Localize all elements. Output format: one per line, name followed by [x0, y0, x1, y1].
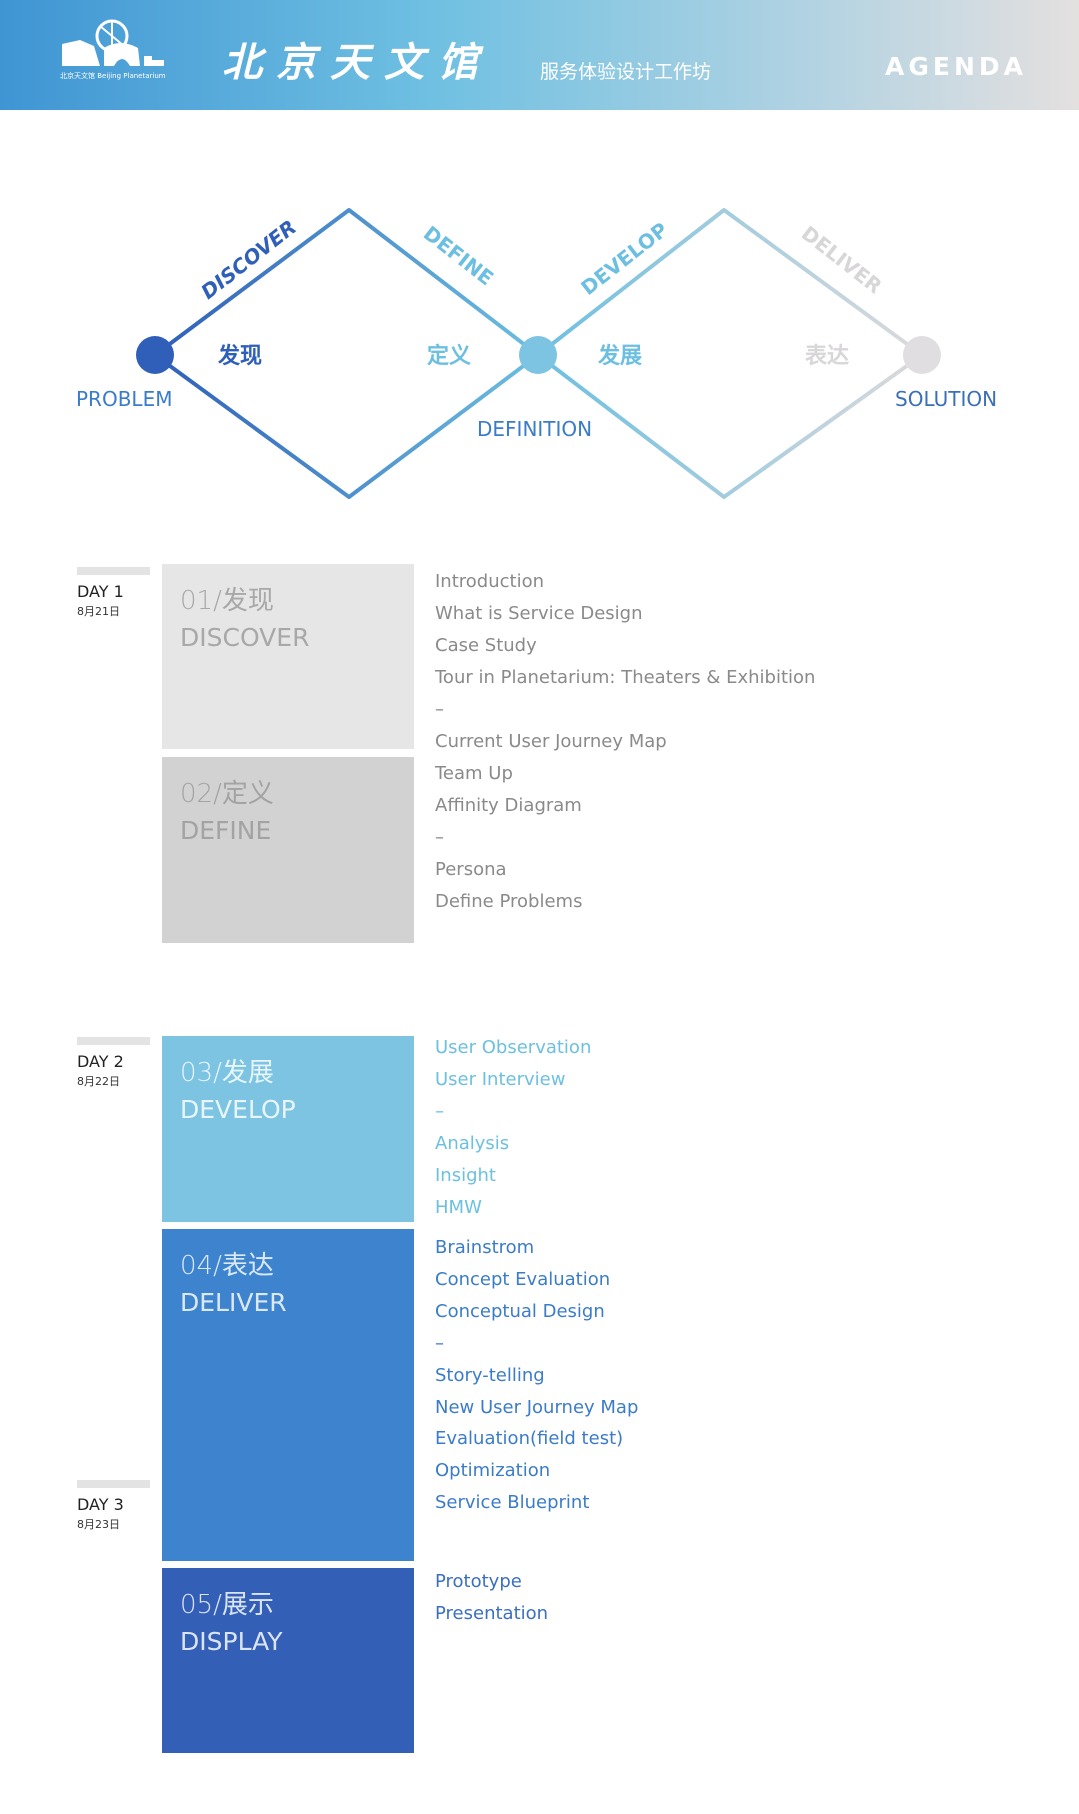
day2-bar: [77, 1037, 150, 1045]
agenda-list-define: Team Up Affinity Diagram – Persona Define Pr…: [435, 758, 582, 918]
day2-date: 8月22日: [77, 1075, 120, 1088]
agenda-item: Insight: [435, 1164, 496, 1186]
diamond-discover-define: [153, 208, 540, 499]
phase-deliver-cn: 表达: [805, 344, 849, 369]
phase-block-number: 04/表达: [180, 1251, 274, 1281]
agenda-item: Persona: [435, 858, 507, 880]
agenda-list-deliver: Brainstrom Concept Evaluation Conceptual D…: [435, 1232, 638, 1519]
workshop-subtitle: 服务体验设计工作坊: [540, 61, 712, 83]
agenda-item: Service Blueprint: [435, 1492, 590, 1514]
agenda-item: Affinity Diagram: [435, 794, 582, 816]
problem-node: [136, 336, 174, 374]
phase-block-name: DISPLAY: [180, 1627, 283, 1656]
agenda-item: Case Study: [435, 634, 537, 656]
agenda-list-display: Prototype Presentation: [435, 1566, 548, 1630]
phase-block-number: 03/发展: [180, 1058, 274, 1088]
agenda-list-discover: Introduction What is Service Design Case S…: [435, 566, 815, 757]
definition-label: DEFINITION: [477, 417, 592, 441]
agenda-item: Current User Journey Map: [435, 730, 667, 752]
svg-text:北京天文馆 Beijing Planetarium: 北京天文馆 Beijing Planetarium: [60, 71, 166, 80]
agenda-item: Analysis: [435, 1132, 510, 1154]
phase-block-define: 02/定义 DEFINE: [162, 757, 414, 943]
agenda-item: Story-telling: [435, 1364, 545, 1386]
phase-deliver-label: DELIVER: [797, 221, 887, 298]
phase-block-name: DELIVER: [180, 1288, 287, 1317]
phase-develop-cn: 发展: [597, 343, 642, 369]
solution-label: SOLUTION: [895, 387, 997, 411]
agenda-item: Concept Evaluation: [435, 1268, 611, 1290]
agenda-item: –: [435, 826, 444, 848]
phase-block-number: 02/定义: [180, 779, 274, 809]
day1-label: DAY 1: [77, 582, 124, 601]
problem-label: PROBLEM: [76, 387, 172, 411]
agenda-list-develop: User Observation User Interview – Analysis I…: [435, 1032, 591, 1223]
agenda-item: What is Service Design: [435, 602, 643, 624]
phase-block-name: DEFINE: [180, 816, 272, 845]
phase-block-name: DEVELOP: [180, 1095, 296, 1124]
solution-node: [903, 336, 941, 374]
agenda-item: User Interview: [435, 1068, 566, 1090]
agenda-item: Team Up: [435, 763, 513, 784]
brand-title: 北京天文馆: [222, 39, 492, 86]
phase-block-number: 01/发现: [180, 586, 274, 616]
phase-define-cn: 定义: [427, 343, 471, 369]
agenda-item: Optimization: [435, 1460, 551, 1482]
day1-bar: [77, 567, 150, 575]
agenda-item: Presentation: [435, 1602, 549, 1624]
agenda-title: AGENDA: [885, 52, 1027, 81]
agenda-item: Conceptual Design: [435, 1300, 605, 1322]
phase-block-display: 05/展示 DISPLAY: [162, 1568, 414, 1753]
agenda-item: Introduction: [435, 571, 545, 592]
day3-date: 8月23日: [77, 1518, 120, 1531]
agenda-item: Define Problems: [435, 890, 583, 912]
day3-bar: [77, 1480, 150, 1488]
phase-block-deliver: 04/表达 DELIVER: [162, 1229, 414, 1561]
agenda-item: New User Journey Map: [435, 1396, 639, 1418]
agenda-item: Brainstrom: [435, 1237, 535, 1258]
agenda-item: User Observation: [435, 1037, 592, 1058]
phase-block-discover: 01/发现 DISCOVER: [162, 564, 414, 749]
agenda-item: HMW: [435, 1196, 482, 1218]
phase-block-develop: 03/发展 DEVELOP: [162, 1036, 414, 1222]
header-banner: 北京天文馆 Beijing Planetarium 北京天文馆 服务体验设计工作…: [0, 0, 1079, 110]
agenda-item: Evaluation(field test): [435, 1428, 624, 1450]
phase-define-label: DEFINE: [419, 221, 498, 290]
phase-block-number: 05/展示: [180, 1590, 274, 1620]
agenda-item: Tour in Planetarium: Theaters & Exhibiti…: [435, 666, 816, 688]
double-diamond-diagram: DISCOVER DEFINE DEVELOP DELIVER 发现 定义 发展…: [76, 208, 997, 499]
day3-label: DAY 3: [77, 1495, 124, 1514]
agenda-item: –: [435, 1332, 444, 1354]
diamond-develop-deliver: [536, 208, 924, 499]
planetarium-logo: 北京天文馆 Beijing Planetarium: [60, 19, 166, 80]
phase-block-name: DISCOVER: [180, 623, 310, 652]
agenda-item: –: [435, 1100, 444, 1122]
phase-discover-cn: 发现: [217, 343, 262, 369]
agenda-item: –: [435, 698, 444, 720]
definition-node: [519, 336, 557, 374]
day2-label: DAY 2: [77, 1052, 124, 1071]
day1-date: 8月21日: [77, 605, 120, 618]
agenda-item: Prototype: [435, 1571, 522, 1592]
